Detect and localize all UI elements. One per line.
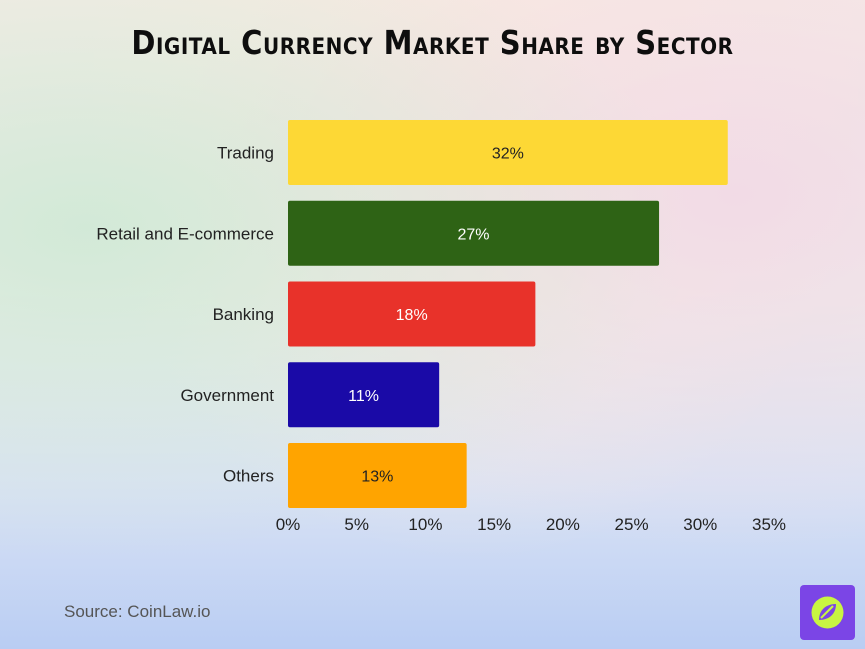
- x-tick-label: 35%: [752, 515, 786, 534]
- bar-0: [288, 120, 728, 185]
- data-label: 13%: [361, 469, 393, 486]
- bar-1: [288, 200, 660, 266]
- data-label: 27%: [458, 226, 490, 243]
- coinlaw-logo[interactable]: [800, 585, 855, 640]
- category-label: Others: [223, 467, 274, 486]
- coinlaw-leaf-icon: [811, 596, 844, 629]
- x-tick-label: 20%: [546, 515, 580, 534]
- x-tick-label: 10%: [408, 515, 442, 534]
- bar-2: [288, 281, 536, 347]
- x-tick-label: 0%: [276, 515, 301, 534]
- category-label: Government: [180, 386, 274, 405]
- data-label: 18%: [396, 307, 428, 324]
- bar-3: [288, 362, 440, 428]
- bar-4: [288, 443, 467, 508]
- data-label: 32%: [492, 146, 524, 163]
- data-label: 11%: [348, 388, 379, 405]
- category-label: Banking: [213, 305, 274, 324]
- x-tick-label: 15%: [477, 515, 511, 534]
- category-label: Trading: [217, 144, 274, 163]
- category-label: Retail and E-commerce: [96, 224, 274, 243]
- chart-title: Digital Currency Market Share by Sector: [131, 23, 734, 63]
- x-tick-label: 30%: [683, 515, 717, 534]
- x-tick-label: 5%: [344, 515, 369, 534]
- x-tick-label: 25%: [615, 515, 649, 534]
- source-credit: Source: CoinLaw.io: [64, 602, 211, 621]
